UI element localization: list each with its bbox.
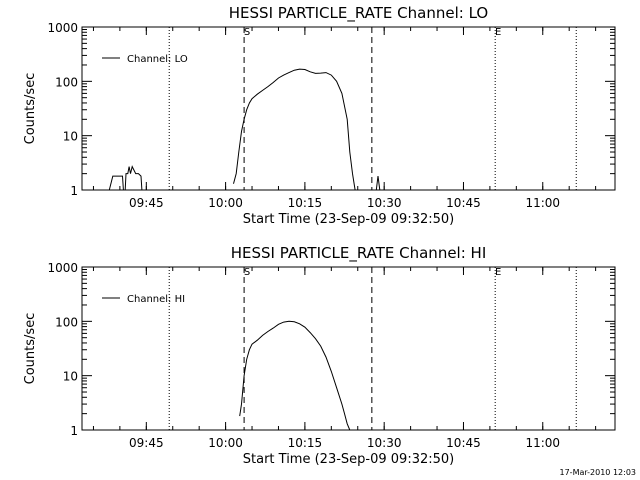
x-axis-label: Start Time (23-Sep-09 09:32:50) <box>243 212 454 227</box>
legend-label: Channel: LO <box>127 54 188 65</box>
series-line <box>375 176 381 191</box>
marker-label: E <box>495 267 501 278</box>
chart-title: HESSI PARTICLE_RATE Channel: LO <box>229 4 488 23</box>
x-tick-label: 11:00 <box>525 436 560 450</box>
x-axis-label: Start Time (23-Sep-09 09:32:50) <box>243 452 454 467</box>
x-tick-label: 10:15 <box>288 436 323 450</box>
marker-label: E <box>495 27 501 38</box>
y-tick-label: 1000 <box>47 261 78 275</box>
x-tick-label: 10:45 <box>446 436 481 450</box>
y-tick-label: 10 <box>63 370 78 384</box>
marker-label: S <box>244 27 250 38</box>
y-tick-label: 1000 <box>47 21 78 35</box>
legend-label: Channel: HI <box>127 294 185 305</box>
y-tick-label: 100 <box>55 75 78 89</box>
y-axis-label: Counts/sec <box>23 313 38 385</box>
y-tick-label: 100 <box>55 315 78 329</box>
x-tick-label: 10:30 <box>367 196 402 210</box>
y-tick-label: 10 <box>63 130 78 144</box>
timestamp: 17-Mar-2010 12:03 <box>560 468 637 477</box>
x-tick-label: 10:15 <box>288 196 323 210</box>
series-line <box>233 68 356 191</box>
x-tick-label: 10:30 <box>367 436 402 450</box>
series-line <box>108 165 145 191</box>
panel-hi: HESSI PARTICLE_RATE Channel: HI Counts/se… <box>23 244 616 467</box>
x-tick-label: 10:00 <box>208 196 243 210</box>
series-line <box>239 320 351 431</box>
plot-frame <box>81 26 616 191</box>
y-tick-label: 1 <box>70 184 78 198</box>
x-tick-label: 09:45 <box>129 436 164 450</box>
y-tick-label: 1 <box>70 424 78 438</box>
y-axis-label: Counts/sec <box>23 73 38 145</box>
plot-frame <box>81 266 616 431</box>
marker-label: S <box>244 267 250 278</box>
panel-lo: HESSI PARTICLE_RATE Channel: LO Counts/se… <box>23 4 616 227</box>
x-tick-label: 10:00 <box>208 436 243 450</box>
x-tick-label: 10:45 <box>446 196 481 210</box>
x-tick-label: 11:00 <box>525 196 560 210</box>
x-tick-label: 09:45 <box>129 196 164 210</box>
chart-title: HESSI PARTICLE_RATE Channel: HI <box>231 244 487 263</box>
